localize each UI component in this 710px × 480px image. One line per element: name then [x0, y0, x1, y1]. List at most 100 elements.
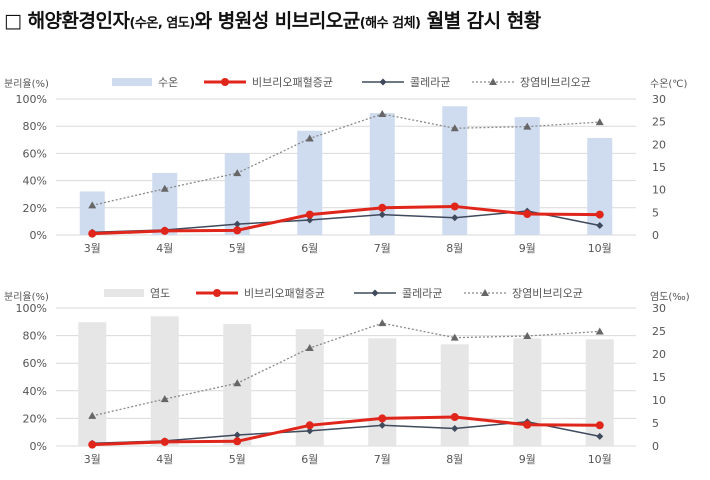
y2-tick-label: 10	[652, 394, 666, 407]
legend-label: 콜레라균	[402, 287, 442, 300]
legend-marker	[221, 78, 229, 86]
data-point	[378, 109, 387, 117]
x-tick-label: 8월	[446, 453, 463, 466]
data-point	[450, 333, 459, 341]
data-point	[378, 203, 387, 212]
data-point	[160, 226, 169, 235]
y-axis-label: 분리율(%)	[4, 78, 49, 90]
data-point	[88, 440, 97, 449]
x-tick-label: 5월	[229, 242, 246, 255]
legend-marker	[213, 289, 221, 297]
data-point	[88, 411, 97, 419]
y-tick-label: 20%	[23, 202, 47, 215]
y-tick-label: 60%	[23, 357, 47, 370]
legend-label: 수온	[158, 76, 178, 89]
data-point	[305, 421, 314, 430]
data-point	[451, 424, 459, 432]
data-point	[306, 216, 314, 224]
x-tick-label: 5월	[229, 453, 246, 466]
legend-marker	[379, 78, 387, 86]
data-point	[160, 184, 169, 192]
data-point	[306, 427, 314, 435]
data-point	[233, 437, 242, 446]
data-point	[88, 229, 97, 238]
x-tick-label: 9월	[519, 242, 536, 255]
y-tick-label: 0%	[30, 229, 47, 242]
data-point	[450, 124, 459, 132]
x-tick-label: 6월	[301, 453, 318, 466]
legend-label: 비브리오패혈증균	[244, 286, 325, 300]
data-point	[595, 421, 604, 430]
data-point	[233, 379, 242, 387]
y2-tick-label: 15	[652, 371, 666, 384]
legend-marker	[481, 289, 489, 296]
legend-label: 염도	[150, 287, 170, 300]
series-line-0	[92, 204, 600, 236]
y2-tick-label: 10	[652, 184, 666, 197]
legend-label: 장염비브리오균	[520, 76, 591, 89]
data-point	[233, 431, 241, 439]
series-line-0	[92, 415, 600, 447]
legend-label: 콜레라균	[410, 76, 450, 89]
legend-swatch-bar	[112, 78, 152, 86]
data-point	[450, 413, 459, 422]
data-point	[378, 421, 386, 429]
y-tick-label: 40%	[23, 175, 47, 188]
x-tick-label: 9월	[519, 453, 536, 466]
legend-swatch-bar	[104, 289, 144, 297]
y-tick-label: 100%	[16, 302, 47, 315]
data-point	[233, 220, 241, 228]
x-tick-label: 10월	[588, 453, 612, 466]
y2-tick-label: 25	[652, 116, 666, 129]
data-point	[523, 420, 532, 429]
x-tick-label: 7월	[374, 242, 391, 255]
legend-marker	[489, 78, 497, 85]
legend-label: 비브리오패혈증균	[252, 75, 333, 89]
data-point	[523, 332, 532, 340]
checkbox-square-icon: □	[4, 10, 22, 32]
y-tick-label: 20%	[23, 412, 47, 425]
y2-tick-label: 0	[652, 440, 659, 453]
data-point	[523, 210, 532, 219]
temperature-vibrio-chart: 0% 20% 40% 60% 80% 100% 0 5 10 15 20 25 30 분리율(%) 수온(℃…	[4, 75, 688, 255]
y2-tick-label: 15	[652, 161, 666, 174]
data-point	[378, 211, 386, 219]
data-point	[596, 221, 604, 229]
salinity-vibrio-chart: 0% 20% 40% 60% 80% 100% 0 5 10 15 20 25 30 분리율(%) 염도(‰…	[4, 286, 690, 466]
y-axis-label: 분리율(%)	[4, 291, 49, 303]
data-point	[378, 414, 387, 423]
x-tick-label: 3월	[84, 242, 101, 255]
data-point	[595, 118, 604, 126]
data-point	[595, 327, 604, 335]
y-tick-label: 80%	[23, 120, 47, 133]
x-tick-label: 4월	[156, 453, 173, 466]
legend-marker	[371, 289, 379, 297]
bar-4월	[152, 172, 178, 235]
data-point	[451, 214, 459, 222]
data-point	[596, 432, 604, 440]
x-tick-label: 4월	[156, 242, 173, 255]
series-line-2	[92, 322, 600, 417]
page-title: □ 해양환경인자(수온, 염도)와 병원성 비브리오균(해수 검체) 월별 감시…	[4, 10, 541, 32]
data-point	[160, 437, 169, 446]
y2-tick-label: 0	[652, 229, 659, 242]
data-point	[595, 210, 604, 219]
bar-9월	[513, 338, 542, 446]
x-tick-label: 10월	[588, 242, 612, 255]
bar-7월	[368, 338, 397, 446]
y-tick-label: 60%	[23, 147, 47, 160]
bar-3월	[78, 322, 107, 446]
y-tick-label: 80%	[23, 330, 47, 343]
data-point	[305, 134, 314, 142]
y2-tick-label: 30	[652, 302, 666, 315]
y2-tick-label: 30	[652, 93, 666, 106]
y2-tick-label: 5	[652, 206, 659, 219]
y2-tick-label: 5	[652, 417, 659, 430]
legend-label: 장염비브리오균	[512, 287, 583, 300]
y2-axis-label: 염도(‰)	[650, 291, 690, 303]
y2-tick-label: 20	[652, 348, 666, 361]
y2-tick-label: 20	[652, 138, 666, 151]
data-point	[233, 169, 242, 177]
y2-axis-label: 수온(℃)	[650, 78, 688, 90]
y-tick-label: 0%	[30, 440, 47, 453]
